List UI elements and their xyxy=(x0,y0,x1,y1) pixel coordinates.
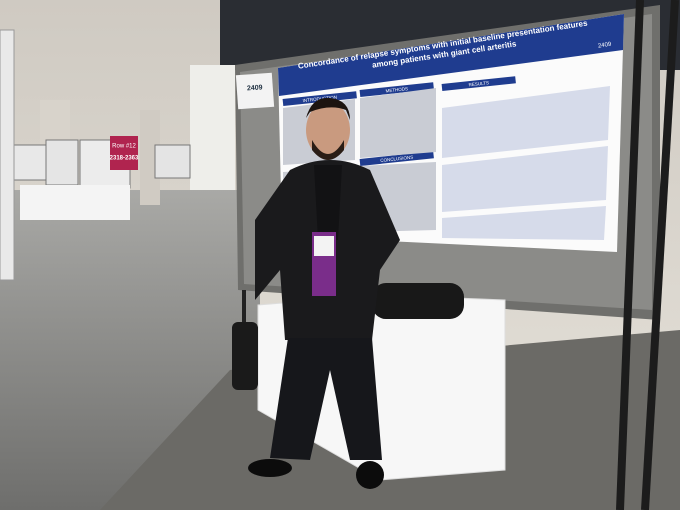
section-bar xyxy=(282,91,357,106)
pillar xyxy=(140,110,160,205)
row-sign-label: Row #12 xyxy=(112,144,136,150)
booth-board xyxy=(11,144,47,181)
trousers xyxy=(270,338,382,460)
board-number: 2409 xyxy=(247,84,263,92)
badge-card xyxy=(314,236,334,256)
section-heading: RESULTS xyxy=(468,80,489,87)
shirt xyxy=(314,165,342,240)
board-frame xyxy=(616,0,644,510)
wall-panel xyxy=(190,65,235,190)
section-bar xyxy=(359,82,434,97)
poster-tables xyxy=(442,86,610,240)
section-heading: INTRODUCTION xyxy=(302,95,337,104)
booth-board xyxy=(154,144,191,179)
booth-board xyxy=(45,139,79,186)
section-bar xyxy=(359,151,434,166)
poster-sections: INTRODUCTION METHODS RESULTS CONCLUSIONS xyxy=(282,76,516,166)
row-sign xyxy=(110,136,138,170)
left-frame xyxy=(0,29,15,281)
face xyxy=(306,102,350,158)
row-sign-range: 2318-2363 xyxy=(110,156,139,162)
section-heading: METHODS xyxy=(385,86,408,93)
booth-table xyxy=(20,185,130,220)
hair xyxy=(306,97,350,120)
section-heading: CONCLUSIONS xyxy=(380,155,413,163)
board-frame xyxy=(641,0,679,510)
shoe xyxy=(356,461,384,489)
poster-header xyxy=(278,14,624,96)
backpack xyxy=(232,322,258,390)
section-bar xyxy=(441,76,516,91)
shoe xyxy=(248,459,292,477)
board-card xyxy=(235,72,275,110)
poster-tube xyxy=(372,283,464,319)
poster-number: 2409 xyxy=(598,42,613,50)
beard xyxy=(312,140,344,160)
